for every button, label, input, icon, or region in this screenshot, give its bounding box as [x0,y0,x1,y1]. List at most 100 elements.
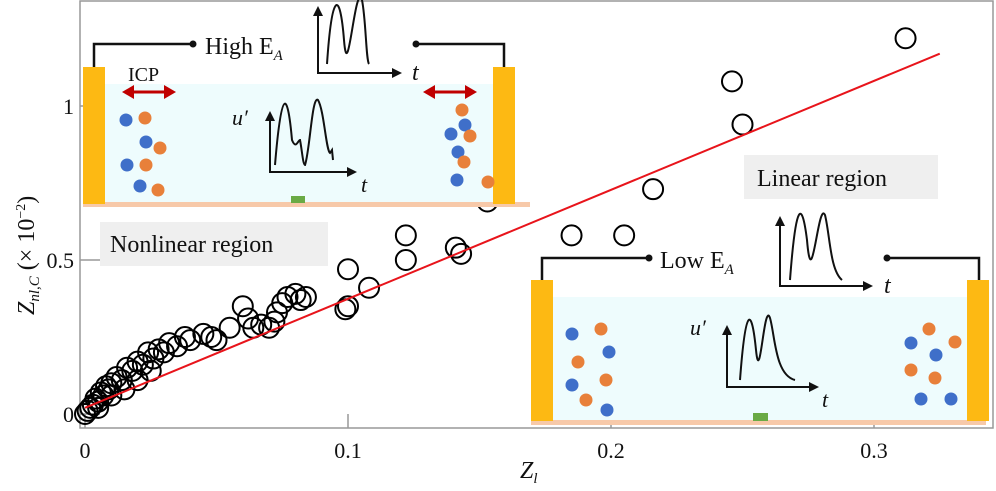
u-prime-label: u′ [690,315,707,340]
wire-left [540,256,648,280]
low-ea-label: Low EA [660,248,735,278]
orange-particle [594,322,608,336]
data-point [263,310,286,333]
applied-signal-plot [317,0,395,74]
y-axis-label: Znl,C (× 10−2) [14,196,43,315]
orange-particle [138,111,152,125]
time-label: t [361,172,368,197]
channel-base [531,420,986,425]
blue-particle [600,403,614,417]
data-point [560,224,583,247]
linear-region-label-box [744,155,938,199]
orange-particle [922,322,936,336]
data-point [218,316,241,339]
data-point [894,27,917,50]
orange-particle [904,363,918,377]
orange-particle [579,393,593,407]
time-label: t [822,387,829,412]
plot-frame [79,0,994,429]
terminal-dot [645,254,653,262]
orange-particle [599,373,613,387]
y-tick-label: 0.5 [47,248,75,273]
blue-particle [119,113,133,127]
orange-particle [151,183,165,197]
data-point [358,276,381,299]
x-tick-label: 0.1 [334,438,362,463]
blue-particle [139,135,153,149]
orange-particle [455,103,469,117]
x-tick-label: 0 [80,438,91,463]
arrow-head [863,281,873,291]
icp-arrow-right [423,85,477,99]
orange-particle [481,175,495,189]
axes [79,0,994,429]
data-point [200,326,223,348]
x-tick-label: 0.3 [860,438,888,463]
data-point [294,285,317,308]
data-point [450,242,473,265]
sensor-marker [291,196,305,203]
electrode-right [493,67,515,204]
data-point [231,295,254,318]
blue-particle [120,158,134,172]
data-point [444,236,467,259]
low-ea-inset: Low EA t u′ t [531,212,989,425]
arrow-head [722,325,732,335]
terminal-dot [412,40,420,48]
data-point [205,329,228,352]
applied-signal-plot [779,212,866,287]
arrow-head [392,68,402,78]
data-point [173,326,196,348]
arrow-head [347,167,357,177]
data-point [337,295,359,318]
arrow-head [809,382,819,392]
high-ea-label: High EA [205,34,284,64]
arrow-head [775,216,785,226]
data-point [100,372,123,395]
terminal-dot [883,254,891,262]
blue-particle [565,327,579,341]
blue-particle [565,378,579,392]
u-prime-label: u′ [232,105,249,130]
data-point [284,282,307,305]
blue-particle [451,145,465,159]
orange-particle [153,141,167,155]
blue-particle [904,336,918,350]
fluid-channel [552,297,970,421]
data-point [613,224,636,247]
data-point [147,338,170,361]
terminal-dot [189,40,197,48]
arrow-head [265,111,275,121]
fit-line [84,52,941,409]
nonlinear-region-label-box [100,222,328,266]
wire-left [92,42,192,67]
blue-particle [914,392,928,406]
electrode-left [83,67,105,204]
linear-region-label: Linear region [757,166,887,192]
orange-particle [139,158,153,172]
data-point [337,258,359,281]
orange-particle [457,155,471,169]
blue-particle [133,179,147,193]
data-point [87,396,110,419]
blue-particle [444,127,458,141]
wire-right [416,42,506,67]
data-point [642,178,665,201]
blue-particle [450,173,464,187]
y-tick-label: 1 [63,94,74,119]
orange-particle [463,129,477,143]
ion-particles [565,322,962,417]
orange-particle [571,355,585,369]
sensor-marker [753,413,768,421]
wire-right [887,256,981,280]
velocity-plot [269,98,350,173]
data-point [179,329,202,352]
high-ea-inset: High EA t ICP u′ t [83,0,530,207]
blue-particle [944,392,958,406]
blue-particle [602,345,616,359]
y-tick-label: 0 [63,402,74,427]
orange-particle [928,371,942,385]
orange-particle [948,335,962,349]
x-axis-label: Zl [520,458,538,487]
data-point [131,353,154,376]
